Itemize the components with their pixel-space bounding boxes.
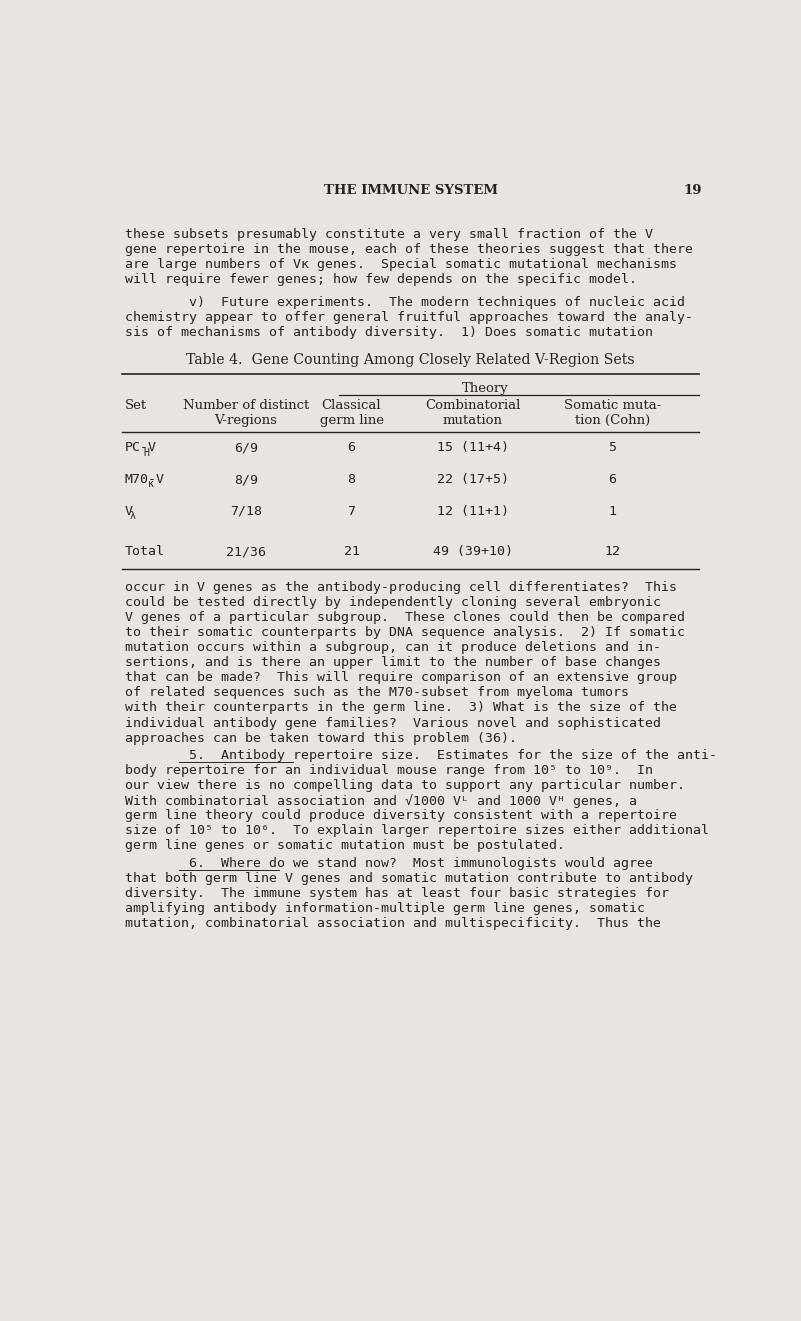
Text: germ line genes or somatic mutation must be postulated.: germ line genes or somatic mutation must… <box>125 839 565 852</box>
Text: κ: κ <box>147 480 154 489</box>
Text: that both germ line V genes and somatic mutation contribute to antibody: that both germ line V genes and somatic … <box>125 872 693 885</box>
Text: PC-V: PC-V <box>125 441 157 454</box>
Text: Set: Set <box>125 399 147 412</box>
Text: 22 (17+5): 22 (17+5) <box>437 473 509 486</box>
Text: Classical: Classical <box>322 399 381 412</box>
Text: size of 10⁵ to 10⁶.  To explain larger repertoire sizes either additional: size of 10⁵ to 10⁶. To explain larger re… <box>125 824 709 838</box>
Text: will require fewer genes; how few depends on the specific model.: will require fewer genes; how few depend… <box>125 273 637 285</box>
Text: THE IMMUNE SYSTEM: THE IMMUNE SYSTEM <box>324 184 497 197</box>
Text: 6/9: 6/9 <box>234 441 258 454</box>
Text: of related sequences such as the M70-subset from myeloma tumors: of related sequences such as the M70-sub… <box>125 687 629 699</box>
Text: Theory: Theory <box>461 382 509 395</box>
Text: 5.  Antibody repertoire size.  Estimates for the size of the anti-: 5. Antibody repertoire size. Estimates f… <box>125 749 717 762</box>
Text: germ line theory could produce diversity consistent with a repertoire: germ line theory could produce diversity… <box>125 810 677 822</box>
Text: Number of distinct: Number of distinct <box>183 399 309 412</box>
Text: Table 4.  Gene Counting Among Closely Related V-Region Sets: Table 4. Gene Counting Among Closely Rel… <box>186 354 635 367</box>
Text: v)  Future experiments.  The modern techniques of nucleic acid: v) Future experiments. The modern techni… <box>125 296 685 309</box>
Text: approaches can be taken toward this problem (36).: approaches can be taken toward this prob… <box>125 732 517 745</box>
Text: 12 (11+1): 12 (11+1) <box>437 505 509 518</box>
Text: Combinatorial: Combinatorial <box>425 399 521 412</box>
Text: 8: 8 <box>348 473 356 486</box>
Text: 1: 1 <box>608 505 616 518</box>
Text: 7/18: 7/18 <box>230 505 262 518</box>
Text: to their somatic counterparts by DNA sequence analysis.  2) If somatic: to their somatic counterparts by DNA seq… <box>125 626 685 639</box>
Text: with their counterparts in the germ line.  3) What is the size of the: with their counterparts in the germ line… <box>125 701 677 715</box>
Text: germ line: germ line <box>320 415 384 428</box>
Text: tion (Cohn): tion (Cohn) <box>574 415 650 428</box>
Text: are large numbers of Vκ genes.  Special somatic mutational mechanisms: are large numbers of Vκ genes. Special s… <box>125 258 677 271</box>
Text: occur in V genes as the antibody-producing cell differentiates?  This: occur in V genes as the antibody-produci… <box>125 581 677 594</box>
Text: 19: 19 <box>684 184 702 197</box>
Text: gene repertoire in the mouse, each of these theories suggest that there: gene repertoire in the mouse, each of th… <box>125 243 693 256</box>
Text: Total: Total <box>125 546 165 559</box>
Text: 6: 6 <box>348 441 356 454</box>
Text: sis of mechanisms of antibody diversity.  1) Does somatic mutation: sis of mechanisms of antibody diversity.… <box>125 326 653 339</box>
Text: 21: 21 <box>344 546 360 559</box>
Text: that can be made?  This will require comparison of an extensive group: that can be made? This will require comp… <box>125 671 677 684</box>
Text: V-regions: V-regions <box>215 415 277 428</box>
Text: 49 (39+10): 49 (39+10) <box>433 546 513 559</box>
Text: these subsets presumably constitute a very small fraction of the V: these subsets presumably constitute a ve… <box>125 227 653 240</box>
Text: V genes of a particular subgroup.  These clones could then be compared: V genes of a particular subgroup. These … <box>125 612 685 624</box>
Text: mutation occurs within a subgroup, can it produce deletions and in-: mutation occurs within a subgroup, can i… <box>125 641 661 654</box>
Text: 7: 7 <box>348 505 356 518</box>
Text: individual antibody gene families?  Various novel and sophisticated: individual antibody gene families? Vario… <box>125 716 661 729</box>
Text: mutation: mutation <box>443 415 502 428</box>
Text: With combinatorial association and √1000 Vᴸ and 1000 Vᴴ genes, a: With combinatorial association and √1000… <box>125 794 637 808</box>
Text: 21/36: 21/36 <box>226 546 266 559</box>
Text: Somatic muta-: Somatic muta- <box>564 399 661 412</box>
Text: 6: 6 <box>608 473 616 486</box>
Text: mutation, combinatorial association and multispecificity.  Thus the: mutation, combinatorial association and … <box>125 917 661 930</box>
Text: H: H <box>143 448 149 458</box>
Text: M70-V: M70-V <box>125 473 165 486</box>
Text: 6.  Where do we stand now?  Most immunologists would agree: 6. Where do we stand now? Most immunolog… <box>125 857 653 871</box>
Text: sertions, and is there an upper limit to the number of base changes: sertions, and is there an upper limit to… <box>125 657 661 670</box>
Text: could be tested directly by independently cloning several embryonic: could be tested directly by independentl… <box>125 596 661 609</box>
Text: λ: λ <box>130 511 135 520</box>
Text: chemistry appear to offer general fruitful approaches toward the analy-: chemistry appear to offer general fruitf… <box>125 312 693 324</box>
Text: 8/9: 8/9 <box>234 473 258 486</box>
Text: amplifying antibody information-multiple germ line genes, somatic: amplifying antibody information-multiple… <box>125 902 645 915</box>
Text: diversity.  The immune system has at least four basic strategies for: diversity. The immune system has at leas… <box>125 886 669 900</box>
Text: body repertoire for an individual mouse range from 10⁵ to 10⁹.  In: body repertoire for an individual mouse … <box>125 764 653 777</box>
Text: 15 (11+4): 15 (11+4) <box>437 441 509 454</box>
Text: V: V <box>125 505 133 518</box>
Text: 5: 5 <box>608 441 616 454</box>
Text: our view there is no compelling data to support any particular number.: our view there is no compelling data to … <box>125 779 685 793</box>
Text: 12: 12 <box>604 546 620 559</box>
